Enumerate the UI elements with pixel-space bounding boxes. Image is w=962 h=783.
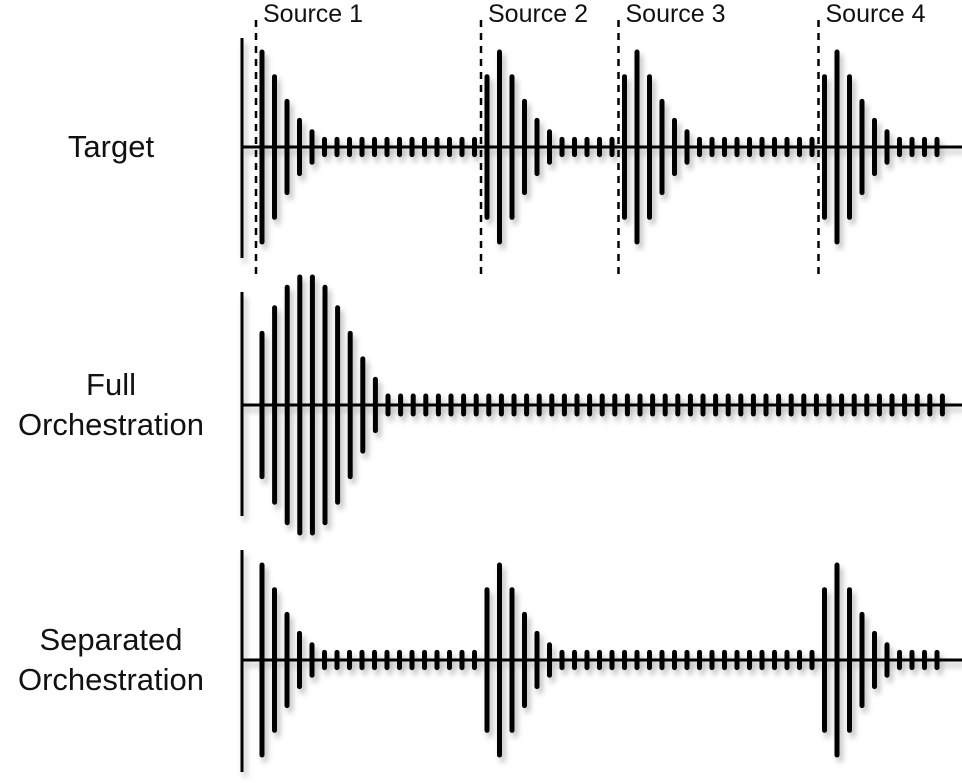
row-label-line: Orchestration (17, 407, 205, 442)
source-label: Source 4 (825, 0, 926, 28)
row-label: Target (0, 127, 222, 167)
waveform-row-2 (240, 274, 962, 536)
source-label: Source 1 (263, 0, 364, 28)
row-label-line: Full (86, 367, 136, 402)
source-label: Source 2 (488, 0, 589, 28)
waveform-row-1 (240, 38, 962, 258)
row-label-line: Orchestration (17, 662, 205, 697)
row-label-line: Separated (39, 622, 183, 657)
row-label: Separated Orchestration (0, 620, 222, 700)
row-label-line: Target (67, 129, 155, 164)
waveform-row-3 (240, 550, 962, 772)
row-label: Full Orchestration (0, 365, 222, 445)
source-label: Source 3 (625, 0, 726, 28)
